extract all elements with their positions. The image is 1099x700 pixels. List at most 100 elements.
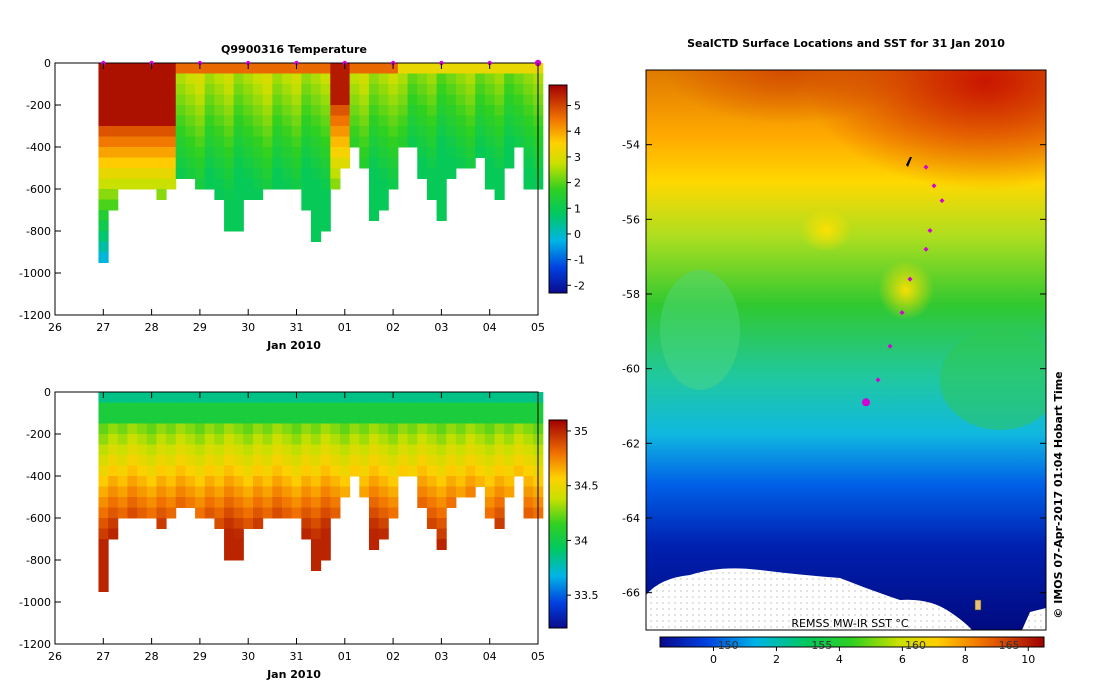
section-cell bbox=[166, 402, 177, 414]
section-cell bbox=[282, 402, 293, 414]
section-cell bbox=[301, 528, 312, 540]
section-cell bbox=[523, 402, 534, 414]
section-cell bbox=[388, 434, 399, 445]
section-cell bbox=[378, 147, 389, 158]
section-cell bbox=[127, 105, 138, 116]
section-cell bbox=[310, 115, 322, 127]
section-cell bbox=[378, 168, 389, 179]
depth-tick-label: -1000 bbox=[19, 267, 51, 280]
track-point bbox=[899, 310, 905, 316]
section-cell bbox=[504, 465, 515, 477]
section-cell bbox=[156, 507, 167, 519]
section-cell bbox=[224, 476, 235, 487]
section-cell bbox=[310, 157, 322, 169]
track-point bbox=[875, 377, 881, 383]
section-cell bbox=[310, 189, 322, 200]
section-cell bbox=[397, 465, 409, 477]
section-cell bbox=[137, 444, 148, 456]
section-cell bbox=[523, 486, 534, 498]
section-cell bbox=[166, 168, 177, 179]
section-cell bbox=[310, 105, 322, 116]
section-cell bbox=[243, 105, 254, 116]
section-cell bbox=[233, 528, 244, 540]
section-cell bbox=[504, 434, 515, 445]
section-cell bbox=[378, 136, 389, 148]
section-cell bbox=[368, 413, 380, 424]
section-cell bbox=[224, 105, 235, 116]
section-cell bbox=[291, 94, 302, 106]
section-cell bbox=[417, 105, 428, 116]
section-cell bbox=[146, 476, 157, 487]
section-cell bbox=[465, 147, 476, 158]
section-cell bbox=[185, 486, 196, 498]
section-cell bbox=[282, 413, 293, 424]
section-cell bbox=[397, 94, 409, 106]
section-cell bbox=[214, 157, 225, 169]
section-cell bbox=[204, 497, 215, 508]
section-cell bbox=[137, 126, 148, 137]
section-cell bbox=[233, 136, 244, 148]
section-cell bbox=[117, 157, 128, 169]
section-cell bbox=[417, 476, 428, 487]
section-cell bbox=[108, 84, 119, 95]
section-cell bbox=[272, 126, 283, 137]
section-cell bbox=[320, 136, 331, 148]
section-cell bbox=[214, 115, 225, 127]
section-cell bbox=[407, 455, 418, 466]
section-cell bbox=[417, 168, 428, 179]
section-cell bbox=[339, 434, 351, 445]
section-cell bbox=[146, 486, 157, 498]
section-cell bbox=[127, 136, 138, 148]
section-cell bbox=[349, 94, 360, 106]
section-cell bbox=[426, 455, 438, 466]
section-cell bbox=[253, 126, 264, 137]
section-cell bbox=[137, 94, 148, 106]
section-cell bbox=[98, 539, 109, 550]
section-cell bbox=[436, 73, 447, 85]
section-cell bbox=[243, 507, 254, 519]
section-cell bbox=[446, 476, 457, 487]
section-cell bbox=[407, 94, 418, 106]
section-cell bbox=[262, 136, 273, 148]
section-cell bbox=[175, 423, 186, 435]
section-cell bbox=[262, 507, 273, 519]
section-cell bbox=[291, 157, 302, 169]
section-cell bbox=[137, 455, 148, 466]
section-cell bbox=[301, 465, 312, 477]
section-cell bbox=[108, 518, 119, 529]
section-cell bbox=[204, 455, 215, 466]
section-cell bbox=[108, 105, 119, 116]
section-cell bbox=[426, 136, 438, 148]
section-cell bbox=[243, 476, 254, 487]
section-cell bbox=[320, 84, 331, 95]
section-cell bbox=[368, 455, 380, 466]
sst-colorbar-tick-label: 4 bbox=[836, 653, 843, 666]
section-cell bbox=[291, 402, 302, 414]
time-tick-label: 30 bbox=[241, 321, 255, 334]
section-cell bbox=[272, 84, 283, 95]
section-cell bbox=[446, 126, 457, 137]
section-cell bbox=[320, 539, 331, 550]
section-cell bbox=[320, 157, 331, 169]
section-cell bbox=[339, 423, 351, 435]
section-cell bbox=[407, 136, 418, 148]
section-cell bbox=[378, 73, 389, 85]
sst-colorbar-secondary-label: 150 bbox=[718, 639, 739, 652]
section-cell bbox=[185, 94, 196, 106]
section-cell bbox=[494, 486, 505, 498]
section-cell bbox=[233, 465, 244, 477]
section-cell bbox=[117, 507, 128, 519]
section-cell bbox=[320, 476, 331, 487]
section-cell bbox=[243, 497, 254, 508]
sst-colorbar-secondary-label: 155 bbox=[811, 639, 832, 652]
section-cell bbox=[484, 105, 496, 116]
section-cell bbox=[156, 63, 167, 74]
section-cell bbox=[388, 402, 399, 414]
section-cell bbox=[156, 476, 167, 487]
section-cell bbox=[204, 413, 215, 424]
section-cell bbox=[185, 444, 196, 456]
section-cell bbox=[417, 126, 428, 137]
section-cell bbox=[214, 423, 225, 435]
section-cell bbox=[378, 94, 389, 106]
section-cell bbox=[127, 434, 138, 445]
